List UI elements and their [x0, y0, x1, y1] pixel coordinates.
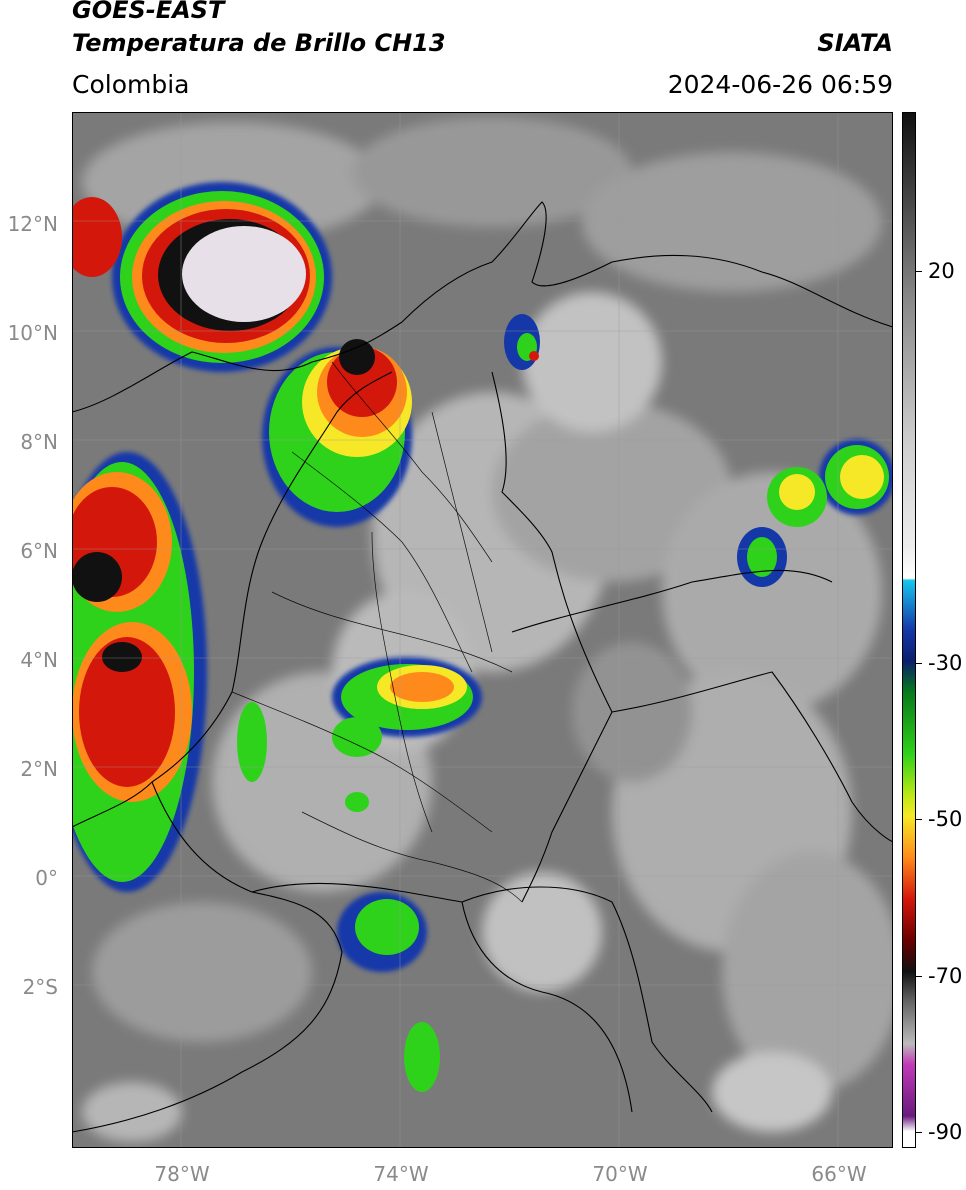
lat-label-6n: 6°N: [20, 539, 58, 563]
lat-label-10n: 10°N: [7, 321, 58, 345]
lat-label-2s: 2°S: [22, 975, 58, 999]
temperature-colorbar: [902, 112, 916, 1148]
colorbar-tick-minus90: [916, 1132, 922, 1133]
graticule: [72, 112, 893, 1148]
lon-label-66w: 66°W: [811, 1162, 867, 1186]
department-borders: [231, 361, 523, 903]
region-label: Colombia: [72, 70, 190, 99]
lat-label-2n: 2°N: [20, 757, 58, 781]
storm-panama-gulf: [262, 339, 412, 527]
storm-caribbean: [72, 182, 332, 372]
map-border: [72, 112, 893, 1148]
storm-southwest: [337, 792, 440, 1092]
storm-venezuela-east: [737, 439, 893, 587]
satellite-map: [72, 112, 893, 1148]
product-title: Temperatura de Brillo CH13: [72, 29, 446, 57]
colorbar-label-minus90: -90: [928, 1120, 963, 1144]
satellite-title: GOES-EAST: [72, 0, 225, 24]
lat-label-8n: 8°N: [20, 430, 58, 454]
lat-label-12n: 12°N: [7, 212, 58, 236]
lon-label-78w: 78°W: [154, 1162, 210, 1186]
lat-label-0: 0°: [35, 866, 58, 890]
storm-central-colombia: [237, 657, 482, 782]
colorbar-tick-minus50: [916, 819, 922, 820]
colorbar-label-minus30: -30: [928, 651, 963, 675]
lon-label-74w: 74°W: [373, 1162, 429, 1186]
lon-label-70w: 70°W: [592, 1162, 648, 1186]
coastlines: [72, 201, 893, 1133]
colorbar-tick-minus30: [916, 663, 922, 664]
storm-maracaibo: [504, 314, 540, 370]
colorbar-label-minus70: -70: [928, 964, 963, 988]
storm-pacific: [72, 452, 207, 892]
colorbar-label-minus50: -50: [928, 807, 963, 831]
colorbar-label-20: 20: [928, 259, 955, 283]
institution-label: SIATA: [817, 29, 893, 57]
datetime-label: 2024-06-26 06:59: [667, 70, 893, 99]
colorbar-tick-20: [916, 271, 922, 272]
lat-label-4n: 4°N: [20, 648, 58, 672]
colorbar-tick-minus70: [916, 976, 922, 977]
